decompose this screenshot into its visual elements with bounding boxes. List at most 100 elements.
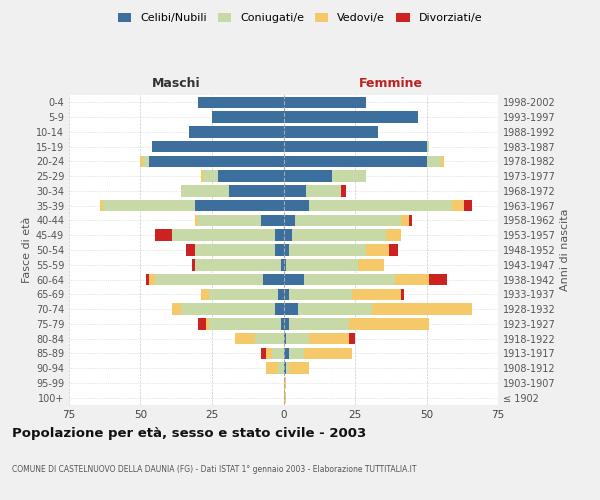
- Bar: [284, 230, 292, 241]
- Bar: [146, 274, 149, 285]
- Bar: [172, 304, 181, 315]
- Bar: [143, 156, 149, 167]
- Bar: [358, 259, 383, 270]
- Bar: [464, 200, 472, 211]
- Bar: [401, 214, 409, 226]
- Bar: [203, 170, 218, 182]
- Bar: [275, 230, 284, 241]
- Bar: [200, 288, 209, 300]
- Bar: [284, 377, 286, 388]
- Bar: [349, 318, 430, 330]
- Bar: [441, 156, 443, 167]
- Bar: [260, 348, 266, 359]
- Bar: [309, 200, 452, 211]
- Bar: [218, 170, 284, 182]
- Bar: [212, 112, 284, 123]
- Bar: [266, 348, 272, 359]
- Bar: [286, 259, 358, 270]
- Bar: [284, 200, 309, 211]
- Bar: [452, 200, 464, 211]
- Bar: [181, 304, 275, 315]
- Bar: [307, 185, 341, 196]
- Bar: [409, 214, 412, 226]
- Bar: [430, 274, 446, 285]
- Text: Maschi: Maschi: [152, 78, 200, 90]
- Bar: [155, 230, 172, 241]
- Bar: [149, 156, 284, 167]
- Bar: [284, 126, 378, 138]
- Bar: [209, 318, 281, 330]
- Bar: [155, 274, 263, 285]
- Bar: [181, 185, 229, 196]
- Bar: [284, 244, 289, 256]
- Bar: [367, 244, 389, 256]
- Bar: [286, 333, 309, 344]
- Bar: [352, 288, 401, 300]
- Bar: [284, 141, 427, 152]
- Bar: [281, 259, 284, 270]
- Bar: [266, 362, 278, 374]
- Bar: [195, 200, 284, 211]
- Bar: [278, 288, 284, 300]
- Bar: [275, 304, 284, 315]
- Bar: [186, 244, 195, 256]
- Bar: [197, 318, 206, 330]
- Legend: Celibi/Nubili, Coniugati/e, Vedovi/e, Divorziati/e: Celibi/Nubili, Coniugati/e, Vedovi/e, Di…: [113, 8, 487, 28]
- Bar: [284, 274, 304, 285]
- Bar: [284, 112, 418, 123]
- Bar: [255, 333, 284, 344]
- Bar: [304, 348, 352, 359]
- Bar: [286, 362, 289, 374]
- Bar: [289, 348, 304, 359]
- Bar: [292, 230, 386, 241]
- Bar: [427, 141, 430, 152]
- Bar: [284, 214, 295, 226]
- Bar: [284, 362, 286, 374]
- Bar: [235, 333, 255, 344]
- Bar: [284, 288, 289, 300]
- Bar: [195, 259, 281, 270]
- Bar: [198, 96, 284, 108]
- Bar: [284, 318, 289, 330]
- Bar: [284, 333, 286, 344]
- Bar: [289, 318, 349, 330]
- Bar: [332, 170, 367, 182]
- Bar: [209, 288, 278, 300]
- Bar: [172, 230, 275, 241]
- Bar: [103, 200, 195, 211]
- Bar: [189, 126, 284, 138]
- Bar: [401, 288, 404, 300]
- Bar: [298, 304, 372, 315]
- Bar: [289, 362, 309, 374]
- Bar: [260, 214, 284, 226]
- Bar: [309, 333, 349, 344]
- Bar: [389, 244, 398, 256]
- Bar: [140, 156, 143, 167]
- Bar: [284, 392, 286, 404]
- Bar: [198, 214, 260, 226]
- Bar: [284, 304, 298, 315]
- Bar: [295, 214, 401, 226]
- Bar: [206, 318, 209, 330]
- Bar: [200, 170, 203, 182]
- Bar: [372, 304, 472, 315]
- Text: COMUNE DI CASTELNUOVO DELLA DAUNIA (FG) - Dati ISTAT 1° gennaio 2003 - Elaborazi: COMUNE DI CASTELNUOVO DELLA DAUNIA (FG) …: [12, 466, 416, 474]
- Bar: [100, 200, 103, 211]
- Bar: [149, 274, 155, 285]
- Bar: [284, 96, 367, 108]
- Bar: [395, 274, 430, 285]
- Text: Femmine: Femmine: [359, 78, 423, 90]
- Bar: [152, 141, 284, 152]
- Bar: [284, 185, 307, 196]
- Bar: [195, 244, 275, 256]
- Bar: [195, 214, 198, 226]
- Bar: [263, 274, 284, 285]
- Bar: [341, 185, 346, 196]
- Bar: [281, 318, 284, 330]
- Bar: [349, 333, 355, 344]
- Bar: [284, 170, 332, 182]
- Bar: [284, 348, 289, 359]
- Bar: [289, 288, 352, 300]
- Text: Popolazione per età, sesso e stato civile - 2003: Popolazione per età, sesso e stato civil…: [12, 428, 366, 440]
- Bar: [284, 156, 427, 167]
